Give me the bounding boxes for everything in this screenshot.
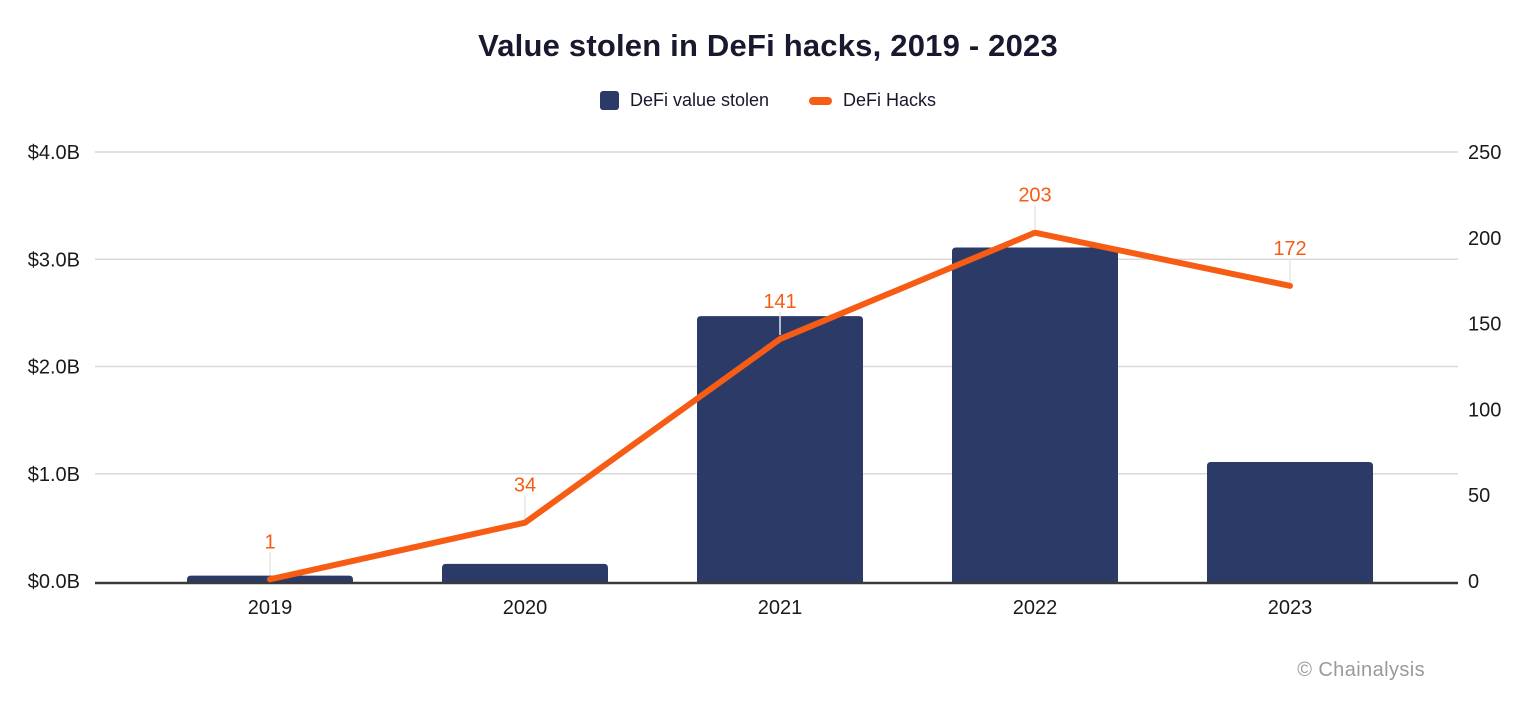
- right-axis-tick-label: 0: [1468, 571, 1479, 593]
- bar: [1207, 461, 1373, 583]
- line-data-label: 34: [514, 475, 536, 497]
- line-data-label: 141: [763, 291, 796, 313]
- legend-item-defi-value-stolen: DeFi value stolen: [599, 90, 770, 111]
- bar: [697, 316, 863, 583]
- bar: [442, 563, 608, 583]
- line-series-swatch-icon: [809, 96, 833, 105]
- left-axis-tick-label: $2.0B: [28, 357, 80, 379]
- line-data-label: 203: [1018, 185, 1051, 207]
- x-axis-tick-label: 2023: [1268, 597, 1313, 619]
- legend-label-defi-value-stolen: DeFi value stolen: [629, 90, 770, 110]
- legend-label-defi-hacks: DeFi Hacks: [843, 90, 937, 110]
- right-axis-tick-label: 100: [1468, 399, 1501, 421]
- line-data-label: 1: [264, 531, 275, 553]
- chart-title: Value stolen in DeFi hacks, 2019 - 2023: [478, 28, 1058, 63]
- left-axis-tick-label: $0.0B: [28, 571, 80, 593]
- bar: [952, 247, 1118, 583]
- right-axis-tick-label: 200: [1468, 228, 1501, 250]
- legend: DeFi value stolen DeFi Hacks: [0, 90, 1536, 111]
- left-axis-tick-label: $4.0B: [28, 142, 80, 164]
- line-data-label: 172: [1273, 238, 1306, 260]
- bar-series-swatch-icon: [599, 91, 619, 110]
- x-axis-tick-label: 2022: [1013, 597, 1058, 619]
- x-axis-tick-label: 2020: [503, 597, 548, 619]
- left-axis-tick-label: $1.0B: [28, 464, 80, 486]
- x-axis-tick-label: 2021: [758, 597, 803, 619]
- right-axis-tick-label: 250: [1468, 142, 1501, 164]
- legend-item-defi-hacks: DeFi Hacks: [809, 90, 936, 111]
- defi-hacks-line: [267, 229, 1293, 583]
- right-axis-tick-label: 150: [1468, 314, 1501, 336]
- right-axis-tick-label: 50: [1468, 485, 1490, 507]
- credit-watermark: © Chainalysis: [1297, 659, 1425, 681]
- x-axis-tick-label: 2019: [248, 597, 293, 619]
- left-axis-tick-label: $3.0B: [28, 249, 80, 271]
